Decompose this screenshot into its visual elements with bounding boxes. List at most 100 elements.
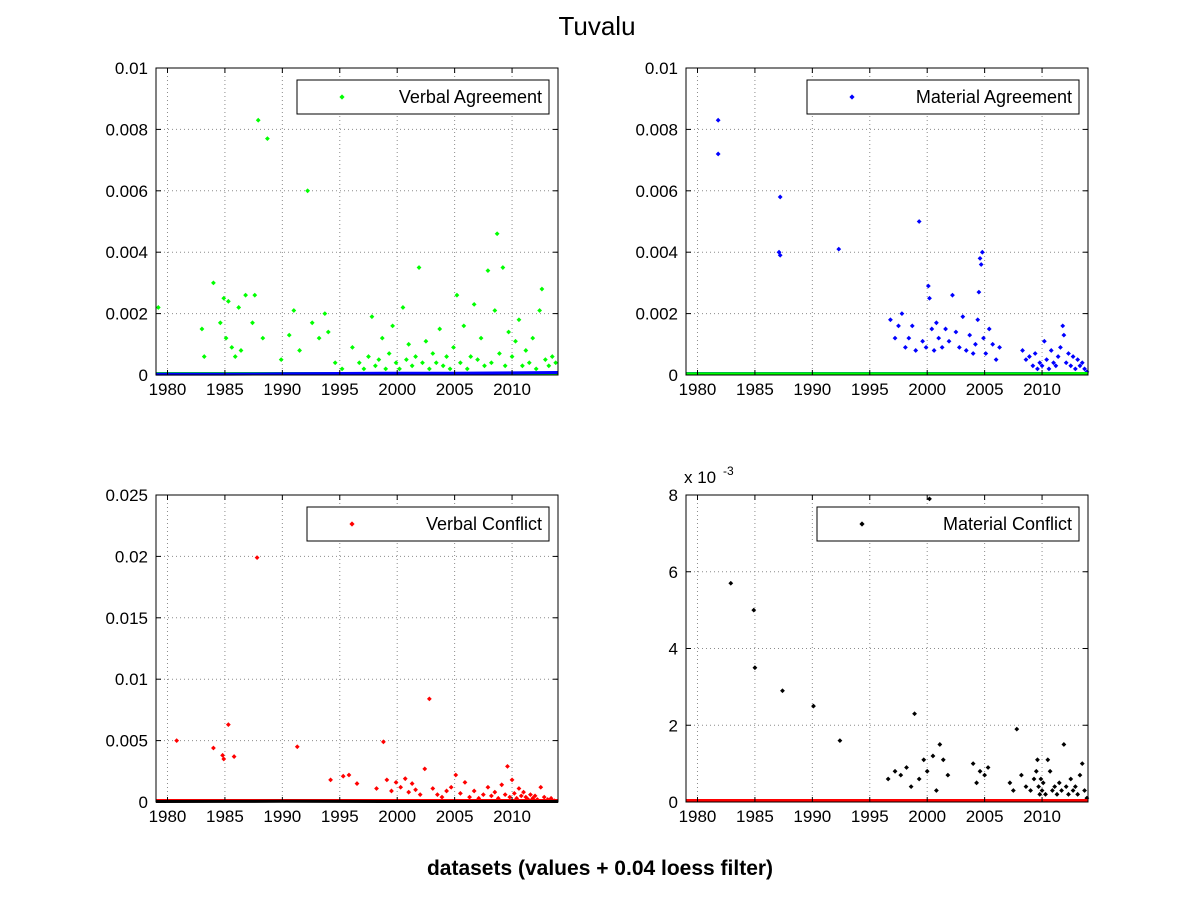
- y-exponent-power: -3: [723, 464, 734, 478]
- data-point: [997, 344, 1002, 350]
- data-point: [1035, 757, 1040, 763]
- data-point: [541, 794, 547, 800]
- data-point: [1037, 360, 1043, 366]
- x-tick-label: 1980: [679, 380, 717, 399]
- data-point: [892, 335, 898, 341]
- data-point: [471, 788, 477, 794]
- data-point: [1040, 780, 1046, 786]
- data-point: [509, 354, 515, 359]
- data-point: [437, 326, 443, 332]
- data-point: [402, 776, 408, 782]
- data-point: [885, 776, 891, 782]
- figure-title: Tuvalu: [558, 11, 635, 41]
- data-point: [340, 773, 346, 779]
- y-tick-label: 0: [139, 366, 148, 385]
- data-point: [316, 335, 322, 341]
- data-point: [497, 351, 502, 356]
- data-point: [232, 354, 238, 359]
- data-point: [913, 348, 919, 353]
- data-point: [514, 795, 520, 801]
- data-point: [354, 781, 360, 786]
- x-tick-label: 1995: [321, 380, 359, 399]
- data-point: [1068, 776, 1074, 782]
- data-point: [476, 795, 482, 801]
- data-point: [993, 357, 999, 363]
- data-point: [322, 311, 328, 316]
- y-exponent-label: x 10: [684, 468, 716, 487]
- data-point: [199, 326, 205, 332]
- x-tick-label: 2005: [436, 380, 474, 399]
- data-point: [896, 323, 901, 329]
- legend: Material Conflict: [816, 506, 1080, 542]
- data-point: [1038, 776, 1044, 782]
- data-point: [467, 794, 472, 800]
- data-point: [985, 765, 991, 770]
- axes-box: [155, 494, 559, 803]
- data-point: [715, 117, 721, 123]
- data-point: [532, 793, 538, 799]
- data-point: [927, 295, 932, 301]
- x-tick-label: 1990: [263, 380, 301, 399]
- data-point: [480, 792, 486, 798]
- x-tick-label: 1995: [851, 807, 889, 826]
- data-point: [837, 738, 843, 743]
- data-point: [1066, 351, 1071, 356]
- data-point: [390, 323, 396, 329]
- x-tick-label: 2000: [378, 380, 416, 399]
- data-point: [936, 335, 942, 341]
- data-point: [908, 784, 914, 790]
- data-point: [398, 784, 404, 790]
- data-point: [488, 793, 494, 799]
- data-point: [974, 780, 979, 786]
- data-point: [305, 188, 311, 194]
- data-point: [1047, 768, 1053, 774]
- x-tick-label: 2010: [1023, 380, 1061, 399]
- data-point: [1058, 344, 1063, 350]
- data-point: [451, 344, 456, 350]
- data-point: [1075, 791, 1081, 797]
- data-point: [1014, 726, 1020, 732]
- data-point: [236, 305, 242, 310]
- data-point: [553, 360, 559, 366]
- data-point: [1036, 784, 1042, 790]
- data-point: [530, 335, 536, 341]
- y-tick-label: 0.008: [105, 120, 148, 139]
- x-tick-label: 2000: [378, 807, 416, 826]
- data-point: [447, 366, 453, 372]
- loess-line: [156, 371, 559, 376]
- data-point: [221, 295, 227, 301]
- data-point: [1059, 788, 1064, 793]
- data-point: [416, 265, 422, 270]
- data-point: [325, 329, 331, 335]
- data-point: [174, 738, 180, 743]
- data-point: [888, 317, 893, 323]
- data-point: [393, 360, 399, 366]
- data-point: [1010, 788, 1016, 793]
- data-point: [1049, 788, 1055, 793]
- y-tick-label: 0.008: [635, 120, 678, 139]
- data-point: [376, 357, 382, 363]
- data-point: [931, 348, 937, 353]
- data-point: [777, 252, 783, 258]
- data-point: [386, 351, 392, 356]
- data-point: [1082, 788, 1087, 793]
- data-point: [933, 788, 939, 793]
- subplot-material-conflict: 1980 1985 1990 1995 2000 2005 2010 0 2 4 6 8 x 10 -3 M…: [669, 464, 1090, 826]
- data-point: [1007, 780, 1013, 786]
- data-point: [929, 326, 935, 332]
- data-point: [494, 231, 500, 237]
- data-point: [1079, 360, 1085, 366]
- data-point: [1023, 357, 1029, 363]
- data-point: [339, 366, 345, 372]
- data-point: [502, 363, 508, 369]
- data-point: [297, 348, 302, 353]
- data-point: [983, 351, 989, 356]
- data-point: [1084, 369, 1090, 375]
- series-loess-1: [156, 371, 559, 376]
- data-point: [516, 317, 522, 323]
- data-point: [1020, 348, 1025, 353]
- legend-label: Verbal Conflict: [426, 514, 542, 534]
- data-point: [409, 781, 415, 786]
- data-point: [506, 329, 512, 335]
